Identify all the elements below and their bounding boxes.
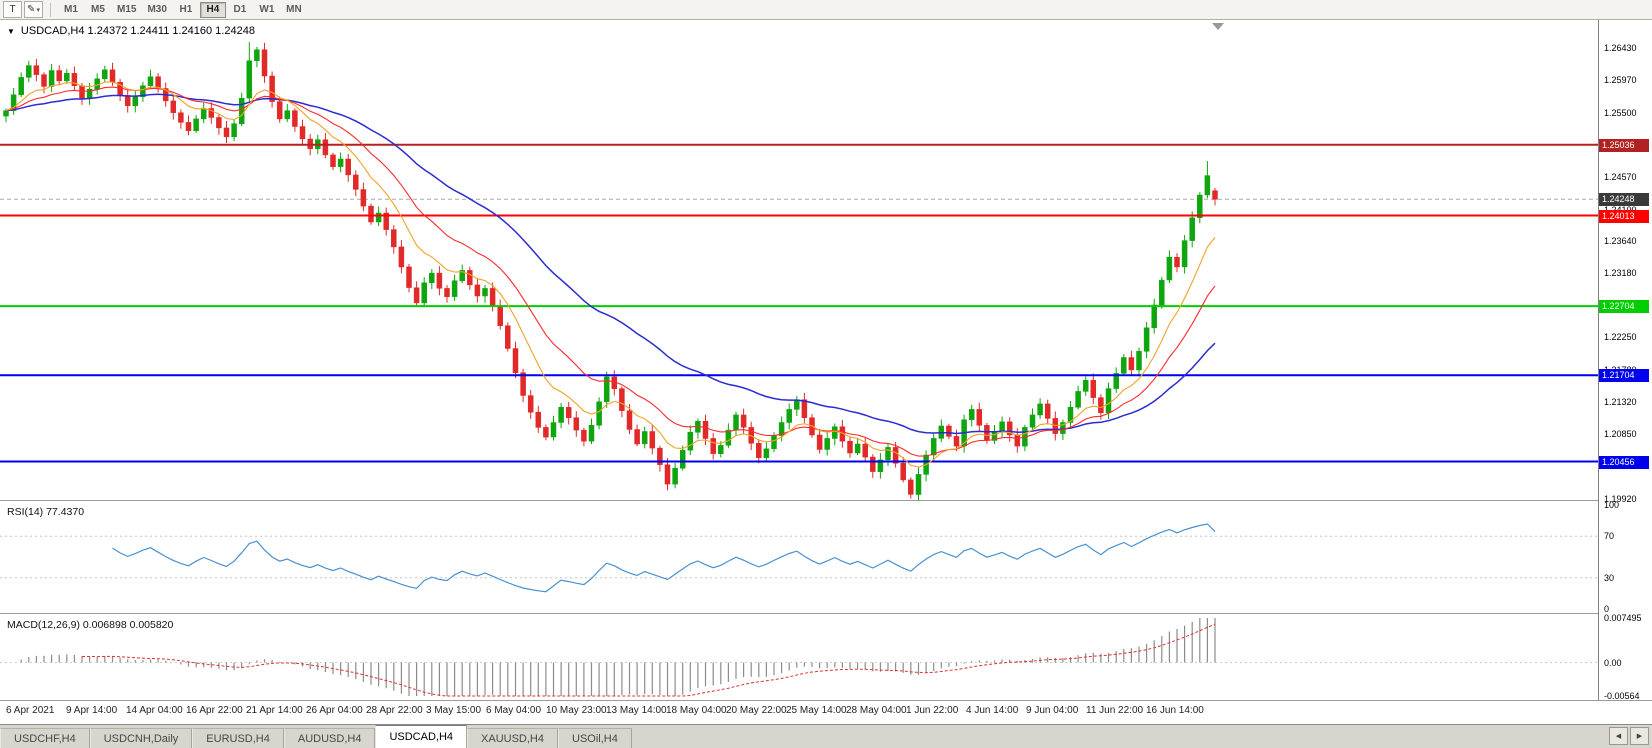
timeframe-m1[interactable]: M1 — [58, 2, 84, 18]
panel-divider[interactable] — [0, 500, 1652, 501]
timeframe-mn[interactable]: MN — [281, 2, 307, 18]
time-label: 9 Apr 14:00 — [66, 705, 118, 716]
time-label: 26 Apr 04:00 — [306, 705, 363, 716]
hline-price-label: 1.22704 — [1599, 300, 1649, 313]
time-label: 20 May 22:00 — [726, 705, 787, 716]
timeframe-m5[interactable]: M5 — [85, 2, 111, 18]
chart-shift-marker — [1212, 23, 1224, 30]
price-tick: 1.25970 — [1604, 75, 1637, 85]
price-tick: 1.20850 — [1604, 429, 1637, 439]
time-label: 6 May 04:00 — [486, 705, 542, 716]
macd-tick: -0.00564 — [1604, 691, 1640, 701]
time-label: 3 May 15:00 — [426, 705, 482, 716]
panel-divider — [0, 700, 1652, 701]
tab-usdcad-h4[interactable]: USDCAD,H4 — [375, 725, 468, 748]
tab-scroll-group: ◀ ▶ — [1609, 727, 1652, 748]
timeframe-group: M1 M5 M15 M30 H1 H4 D1 W1 MN — [58, 1, 307, 18]
time-label: 1 Jun 22:00 — [906, 705, 959, 716]
rsi-tick: 100 — [1604, 500, 1620, 510]
current-price-label: 1.24248 — [1599, 193, 1649, 206]
price-tick: 1.21320 — [1604, 397, 1637, 407]
time-label: 25 May 14:00 — [786, 705, 847, 716]
price-axis[interactable]: 1.264301.259701.255001.250401.245701.241… — [1598, 20, 1652, 701]
time-label: 18 May 04:00 — [666, 705, 727, 716]
time-label: 28 May 04:00 — [846, 705, 907, 716]
time-label: 10 May 23:00 — [546, 705, 607, 716]
one-click-trading-arrow[interactable]: ▼ — [7, 26, 15, 36]
price-tick: 1.23640 — [1604, 236, 1637, 246]
timeframe-h1[interactable]: H1 — [173, 2, 199, 18]
tab-usoil-h4[interactable]: USOil,H4 — [558, 728, 632, 748]
timeframe-d1[interactable]: D1 — [227, 2, 253, 18]
chart-area[interactable]: ▼ USDCAD,H4 1.24372 1.24411 1.24160 1.24… — [0, 20, 1652, 724]
timeframe-h4[interactable]: H4 — [199, 1, 226, 18]
tab-audusd-h4[interactable]: AUDUSD,H4 — [283, 728, 376, 748]
tab-eurusd-h4[interactable]: EURUSD,H4 — [192, 728, 284, 748]
drawing-tool-button[interactable]: ✎ ▾ — [24, 1, 43, 18]
time-label: 16 Apr 22:00 — [186, 705, 243, 716]
timeframe-m15[interactable]: M15 — [112, 2, 141, 18]
chart-tab-bar: USDCHF,H4 USDCNH,Daily EURUSD,H4 AUDUSD,H4 U… — [0, 724, 1652, 748]
hline-price-label: 1.20456 — [1599, 456, 1649, 469]
rsi-canvas[interactable] — [0, 501, 1598, 613]
time-label: 4 Jun 14:00 — [966, 705, 1019, 716]
price-tick: 1.22250 — [1604, 332, 1637, 342]
price-tick: 1.25500 — [1604, 108, 1637, 118]
price-tick: 1.23180 — [1604, 268, 1637, 278]
time-label: 14 Apr 04:00 — [126, 705, 183, 716]
price-tick: 1.24570 — [1604, 172, 1637, 182]
timeframe-m30[interactable]: M30 — [142, 2, 171, 18]
time-label: 28 Apr 22:00 — [366, 705, 423, 716]
timeframe-w1[interactable]: W1 — [254, 2, 280, 18]
rsi-tick: 0 — [1604, 604, 1610, 614]
top-toolbar: T ✎ ▾ M1 M5 M15 M30 H1 H4 D1 W1 MN — [0, 0, 1652, 20]
price-tick: 1.26430 — [1604, 43, 1637, 53]
rsi-tick: 70 — [1604, 531, 1615, 541]
panel-divider[interactable] — [0, 613, 1652, 614]
time-label: 9 Jun 04:00 — [1026, 705, 1079, 716]
rsi-label: RSI(14) 77.4370 — [7, 506, 85, 518]
macd-label: MACD(12,26,9) 0.006898 0.005820 — [7, 619, 174, 631]
time-label: 11 Jun 22:00 — [1086, 705, 1144, 716]
text-tool-button[interactable]: T — [3, 1, 22, 18]
chart-title: ▼ USDCAD,H4 1.24372 1.24411 1.24160 1.24… — [7, 25, 255, 37]
tab-scroll-right-button[interactable]: ▶ — [1630, 727, 1649, 745]
tab-usdchf-h4[interactable]: USDCHF,H4 — [0, 728, 90, 748]
macd-tick: 0.00 — [1604, 658, 1622, 668]
time-label: 13 May 14:00 — [606, 705, 667, 716]
time-label: 6 Apr 2021 — [6, 705, 55, 716]
price-tick: 1.19920 — [1604, 494, 1637, 504]
macd-tick: 0.007495 — [1604, 613, 1642, 623]
pencil-icon: ✎ — [27, 4, 36, 15]
tab-usdcnh-daily[interactable]: USDCNH,Daily — [89, 728, 193, 748]
hline-price-label: 1.25036 — [1599, 139, 1649, 152]
tab-xauusd-h4[interactable]: XAUUSD,H4 — [467, 728, 558, 748]
price-chart-canvas[interactable] — [0, 20, 1598, 500]
hline-price-label: 1.21704 — [1599, 369, 1649, 382]
symbol-ohlc-text: USDCAD,H4 1.24372 1.24411 1.24160 1.2424… — [20, 25, 255, 37]
hline-price-label: 1.24013 — [1599, 210, 1649, 223]
rsi-tick: 30 — [1604, 573, 1615, 583]
macd-canvas[interactable] — [0, 614, 1598, 700]
time-label: 21 Apr 14:00 — [246, 705, 303, 716]
time-axis[interactable]: 6 Apr 2021 9 Apr 14:00 14 Apr 04:00 16 Apr … — [0, 701, 1598, 724]
chevron-down-icon: ▾ — [36, 6, 40, 14]
time-label: 16 Jun 14:00 — [1146, 705, 1204, 716]
toolbar-separator — [50, 2, 51, 17]
tab-scroll-left-button[interactable]: ◀ — [1609, 727, 1628, 745]
